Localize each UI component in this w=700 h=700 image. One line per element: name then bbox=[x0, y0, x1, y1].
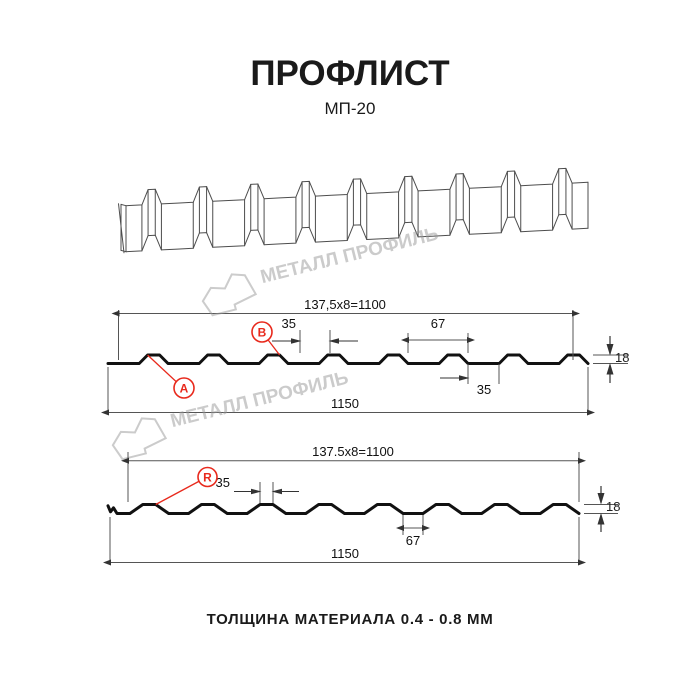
svg-text:МЕТАЛЛ ПРОФИЛЬ: МЕТАЛЛ ПРОФИЛЬ bbox=[258, 224, 440, 289]
svg-text:137.5x8=1100: 137.5x8=1100 bbox=[312, 444, 394, 459]
svg-text:67: 67 bbox=[406, 533, 420, 548]
svg-text:B: B bbox=[258, 326, 267, 340]
svg-text:МЕТАЛЛ ПРОФИЛЬ: МЕТАЛЛ ПРОФИЛЬ bbox=[168, 368, 350, 433]
svg-text:18: 18 bbox=[606, 499, 620, 514]
svg-text:1150: 1150 bbox=[331, 546, 359, 561]
svg-text:1150: 1150 bbox=[331, 396, 359, 411]
svg-text:35: 35 bbox=[282, 316, 296, 331]
svg-text:67: 67 bbox=[431, 316, 445, 331]
svg-text:35: 35 bbox=[477, 382, 491, 397]
svg-text:137,5x8=1100: 137,5x8=1100 bbox=[304, 297, 386, 312]
svg-text:R: R bbox=[203, 471, 212, 485]
svg-text:18: 18 bbox=[615, 350, 629, 365]
svg-text:A: A bbox=[180, 382, 189, 396]
